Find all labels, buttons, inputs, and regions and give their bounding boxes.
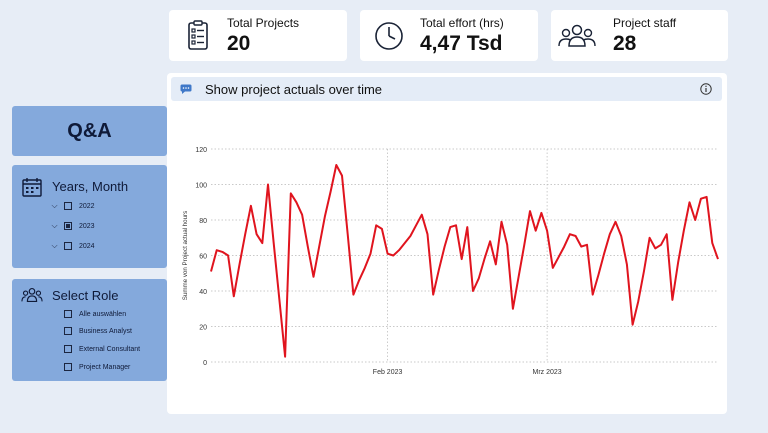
y-tick-label: 20 [199,325,207,332]
people-group-icon [558,24,596,47]
option-label: Business Analyst [79,327,132,335]
role-option-business-analyst[interactable]: Business Analyst [64,325,132,337]
y-tick-label: 60 [199,254,207,261]
option-label: 2024 [79,242,95,250]
checkbox[interactable] [64,363,72,371]
option-label: 2023 [79,222,95,230]
chart-card: Show project actuals over time 0 20 40 60 80… [167,73,727,414]
calendar-icon [22,178,42,197]
x-tick-label: Mrz 2023 [533,369,562,376]
qa-label: Q&A [67,119,112,142]
people-group-icon [21,287,43,303]
select-role-slicer: Select Role Alle auswählen Business Anal… [12,279,167,381]
role-option-select-all[interactable]: Alle auswählen [64,308,126,320]
info-icon[interactable] [700,83,712,95]
y-axis-label: Summe von Project actual hours [182,211,189,300]
chevron-down-icon[interactable]: ⌵ [51,221,58,230]
y-tick-label: 0 [203,360,207,367]
option-label: Alle auswählen [79,310,127,318]
series-line-project-actual-hours [210,164,719,358]
chart-title: Show project actuals over time [205,82,383,97]
option-label: 2022 [79,202,95,210]
kpi-card-project-staff: Project staff 28 [551,10,728,61]
chevron-down-icon[interactable]: ⌵ [51,241,58,250]
checkbox[interactable] [64,310,72,318]
checkbox[interactable] [64,242,72,250]
clipboard-list-icon [188,20,208,50]
checkbox[interactable] [64,327,72,335]
x-tick-label: Feb 2023 [373,369,403,376]
checkbox-checked[interactable] [64,222,72,230]
role-option-external-consultant[interactable]: External Consultant [64,343,140,355]
y-tick-label: 120 [195,147,207,154]
clock-icon [375,22,403,50]
checkbox[interactable] [64,202,72,210]
kpi-card-total-effort: Total effort (hrs) 4,47 Tsd [360,10,538,61]
kpi-label: Total Projects [227,16,300,30]
line-chart[interactable]: 0 20 40 60 80 100 120 Feb 2023 Mrz 2023 Summe von… [167,73,727,414]
kpi-label: Total effort (hrs) [420,16,504,30]
kpi-card-total-projects: Total Projects 20 [169,10,347,61]
chevron-down-icon[interactable]: ⌵ [51,201,58,210]
checkbox[interactable] [64,345,72,353]
y-tick-label: 80 [199,218,207,225]
year-option-2023[interactable]: ⌵ 2023 [50,220,95,232]
kpi-value: 28 [613,32,637,55]
year-option-2022[interactable]: ⌵ 2022 [50,200,95,212]
select-role-title: Select Role [52,288,119,303]
role-option-project-manager[interactable]: Project Manager [64,361,130,373]
y-tick-label: 40 [199,289,207,296]
option-label: External Consultant [79,345,141,353]
year-option-2024[interactable]: ⌵ 2024 [50,240,95,252]
years-month-slicer: Years, Month ⌵ 2022 ⌵ 2023 ⌵ 2024 [12,165,167,268]
years-month-title: Years, Month [52,179,129,194]
option-label: Project Manager [79,363,131,371]
kpi-label: Project staff [613,16,677,30]
chart-header: Show project actuals over time [171,77,722,101]
y-tick-label: 100 [195,183,207,190]
kpi-value: 4,47 Tsd [420,32,503,55]
qa-button[interactable]: Q&A [12,106,167,156]
kpi-value: 20 [227,32,251,55]
chat-bubble-icon[interactable] [180,84,192,94]
